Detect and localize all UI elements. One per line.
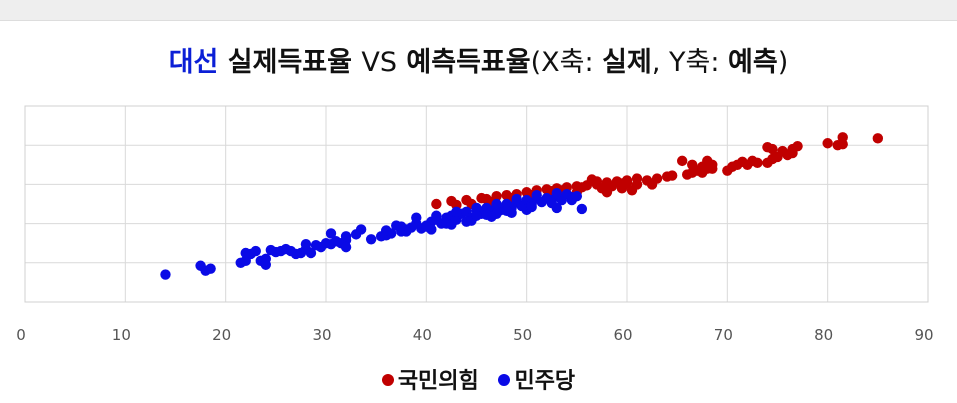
- data-point-dp: [240, 247, 251, 259]
- data-point-dp: [340, 241, 352, 253]
- title-y-axis: , Y축:: [651, 47, 729, 78]
- data-point-dp: [576, 203, 588, 215]
- title-vs: VS: [361, 47, 397, 78]
- data-point-dp: [285, 245, 297, 257]
- data-point-ppp: [837, 132, 848, 143]
- data-point-ppp: [646, 179, 658, 190]
- title-x-axis: (X축:: [530, 47, 603, 78]
- data-point-dp: [396, 221, 407, 232]
- legend-item-dp[interactable]: 민주당: [498, 363, 575, 395]
- data-point-dp: [481, 209, 492, 220]
- data-point-dp: [526, 201, 537, 213]
- title-x-actual: 실제: [602, 47, 652, 78]
- x-tick-label: 90: [914, 326, 933, 344]
- title-y-predicted: 예측: [728, 47, 778, 78]
- data-point-ppp: [431, 198, 442, 210]
- data-point-dp: [325, 228, 337, 239]
- data-point-dp: [260, 259, 271, 270]
- data-point-dp: [426, 224, 437, 235]
- data-point-ppp: [601, 187, 613, 198]
- x-tick-label: 20: [212, 326, 231, 344]
- x-tick-label: 30: [312, 326, 331, 344]
- data-point-ppp: [752, 157, 763, 169]
- data-point-dp: [431, 210, 442, 221]
- data-point-dp: [551, 188, 562, 199]
- x-tick-label: 40: [413, 326, 432, 344]
- data-point-dp: [471, 202, 482, 214]
- data-point-dp: [355, 224, 367, 235]
- data-point-ppp: [666, 170, 678, 181]
- data-point-ppp: [702, 155, 713, 167]
- data-point-dp: [340, 231, 352, 242]
- data-point-dp: [365, 234, 377, 245]
- legend-marker-ppp: [381, 374, 394, 386]
- data-point-dp: [501, 205, 512, 217]
- chart-title: 대선 실제득표율 VS 예측득표율(X축: 실제, Y축: 예측): [0, 40, 957, 79]
- legend-label-dp: 민주당: [514, 369, 576, 394]
- data-point-dp: [531, 189, 542, 201]
- x-tick-label: 10: [112, 326, 131, 344]
- title-close: ): [777, 47, 789, 78]
- data-point-ppp: [787, 147, 798, 159]
- x-tick-label: 50: [513, 326, 532, 344]
- data-point-dp: [451, 206, 462, 218]
- title-accent: 대선: [168, 47, 219, 78]
- x-tick-label: 60: [613, 326, 632, 344]
- legend-label-ppp: 국민의힘: [397, 369, 479, 394]
- legend-marker-dp: [498, 374, 511, 386]
- data-point-ppp: [822, 138, 833, 149]
- title-actual: 실제득표율: [218, 47, 362, 78]
- title-predicted: 예측득표율: [397, 47, 531, 78]
- data-point-dp: [381, 225, 392, 236]
- data-point-ppp: [872, 133, 884, 144]
- scatter-chart: 0 10 20 30 40 50 60 70 80 90: [16, 105, 934, 344]
- x-tick-label: 80: [814, 326, 833, 344]
- x-tick-label: 0: [16, 326, 26, 344]
- legend-item-ppp[interactable]: 국민의힘: [381, 363, 479, 395]
- data-point-dp: [250, 245, 261, 257]
- data-point-ppp: [762, 141, 773, 153]
- data-point-ppp: [591, 176, 603, 187]
- data-point-dp: [571, 190, 583, 202]
- data-point-ppp: [631, 173, 643, 184]
- x-tick-label: 70: [714, 326, 733, 344]
- data-point-dp: [511, 193, 522, 205]
- data-point-ppp: [621, 178, 633, 189]
- data-point-ppp: [676, 155, 688, 167]
- data-point-ppp: [687, 159, 698, 170]
- data-point-dp: [471, 210, 482, 221]
- data-point-dp: [446, 219, 457, 230]
- data-point-dp: [160, 269, 171, 280]
- data-point-dp: [546, 197, 557, 209]
- top-bar: [0, 0, 957, 21]
- data-point-dp: [205, 263, 216, 274]
- data-point-dp: [305, 247, 317, 259]
- data-point-dp: [300, 238, 312, 250]
- legend: 국민의힘 민주당: [0, 363, 957, 395]
- data-point-dp: [411, 212, 422, 223]
- data-point-dp: [491, 198, 502, 210]
- plot-frame: [24, 105, 929, 303]
